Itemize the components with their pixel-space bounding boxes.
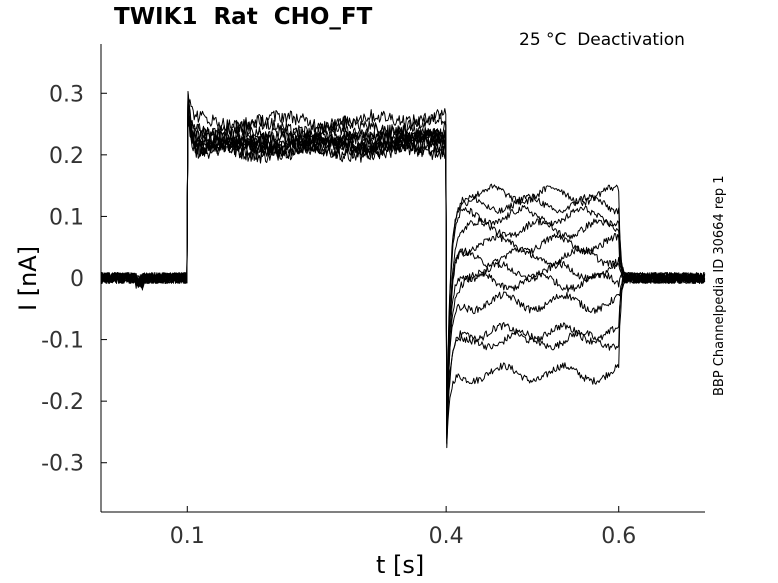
y-tick-label: -0.2 bbox=[41, 390, 84, 415]
channelpedia-id-label: BBP Channelpedia ID 30664 rep 1 bbox=[712, 175, 727, 396]
trace-line-1 bbox=[100, 98, 705, 445]
y-tick-label: 0.2 bbox=[49, 144, 84, 169]
trace-line-11 bbox=[100, 96, 706, 429]
trace-line-5 bbox=[100, 91, 705, 444]
chart-title: TWIK1 Rat CHO_FT bbox=[114, 4, 373, 30]
y-tick-label: 0 bbox=[70, 267, 84, 292]
x-axis-label: t [s] bbox=[376, 551, 425, 579]
y-tick-label: -0.1 bbox=[41, 329, 84, 354]
condition-label: 25 °C Deactivation bbox=[519, 30, 685, 50]
chart-axes: 0.3 0.2 0.1 0 -0.1 -0.2 -0.3 0.1 0.4 0.6 bbox=[41, 44, 705, 549]
x-tick-label: 0.4 bbox=[429, 524, 464, 549]
current-traces bbox=[100, 91, 706, 449]
y-tick-label: 0.3 bbox=[49, 82, 84, 107]
trace-line-3 bbox=[100, 100, 706, 439]
y-tick-label: 0.1 bbox=[49, 205, 84, 230]
y-tick-label: -0.3 bbox=[41, 452, 84, 477]
x-tick-label: 0.6 bbox=[601, 524, 636, 549]
trace-line-2 bbox=[100, 99, 706, 449]
x-tick-label: 0.1 bbox=[170, 524, 205, 549]
y-axis-label: I [nA] bbox=[14, 245, 42, 311]
trace-line-12 bbox=[100, 91, 705, 422]
